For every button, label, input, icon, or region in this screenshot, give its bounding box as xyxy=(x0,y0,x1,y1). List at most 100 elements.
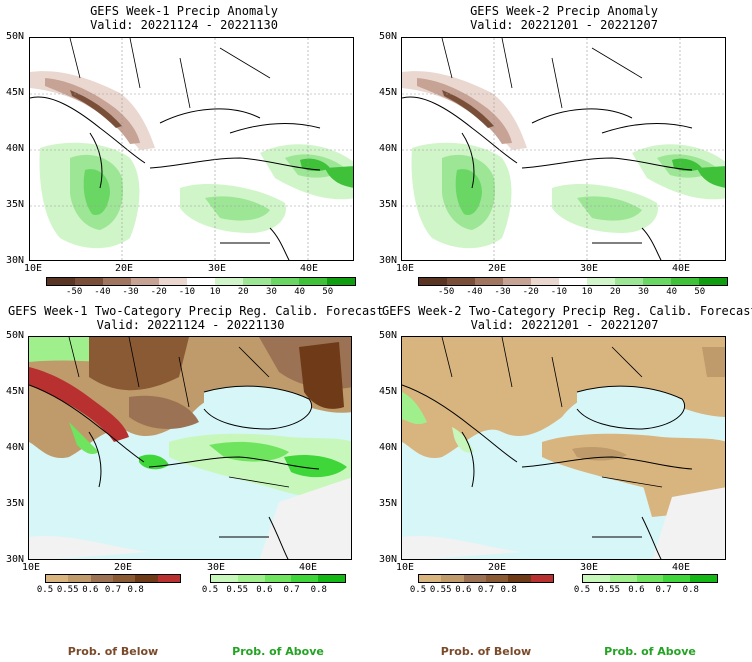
p3-lat-40: 40N xyxy=(6,442,25,453)
p3-lat-45: 45N xyxy=(6,386,25,397)
anomaly-colorbar-label: 30 xyxy=(638,287,649,297)
anomaly-colorbar-label: 40 xyxy=(666,287,678,297)
anomaly-swatch xyxy=(615,278,643,285)
below-swatch xyxy=(508,575,531,582)
above-colorbar-label: 0.6 xyxy=(628,585,645,595)
panel3-above-caption: Prob. of Above xyxy=(232,645,324,658)
panel2-anomaly-field xyxy=(402,38,725,260)
anomaly-swatch xyxy=(271,278,299,285)
anomaly-colorbar-label: -10 xyxy=(178,287,196,297)
above-colorbar-label: 0.6 xyxy=(256,585,273,595)
panel1-title: GEFS Week-1 Precip Anomaly Valid: 202211… xyxy=(16,4,352,32)
anomaly-colorbar-label: 10 xyxy=(209,287,221,297)
above-swatch xyxy=(264,575,292,582)
below-colorbar-label: 0.5 xyxy=(409,585,427,595)
below-colorbar-label: 0.55 xyxy=(56,585,79,595)
p3-lon-10: 10E xyxy=(22,562,41,573)
anomaly-swatch xyxy=(187,278,215,285)
anomaly-swatch xyxy=(419,278,447,285)
below-colorbar-label: 0.5 xyxy=(36,585,54,595)
anomaly-colorbar-label: -20 xyxy=(150,287,167,297)
below-colorbar-label: 0.8 xyxy=(500,585,517,595)
anomaly-swatch xyxy=(47,278,75,285)
p1-lon-40: 40E xyxy=(300,263,319,274)
p2-lat-45: 45N xyxy=(379,87,398,98)
anomaly-colorbar-label: 50 xyxy=(322,287,334,297)
below-swatch xyxy=(530,575,553,582)
p4-lat-45: 45N xyxy=(379,386,398,397)
p3-lat-35: 35N xyxy=(6,498,25,509)
p1-lat-50: 50N xyxy=(6,31,25,42)
anomaly-swatch xyxy=(503,278,531,285)
above-swatch xyxy=(237,575,265,582)
p2-lat-30: 30N xyxy=(379,255,398,266)
above-swatch xyxy=(690,575,717,582)
anomaly-swatch xyxy=(559,278,587,285)
above-colorbar-label: 0.8 xyxy=(682,585,699,595)
panel3-title: GEFS Week-1 Two-Category Precip Reg. Cal… xyxy=(8,304,384,332)
p1-lon-10: 10E xyxy=(24,263,43,274)
anomaly-colorbar-label: -50 xyxy=(66,287,83,297)
p4-lat-35: 35N xyxy=(379,498,398,509)
panel3-map xyxy=(28,336,352,560)
below-swatch xyxy=(112,575,136,582)
panel4-above-caption: Prob. of Above xyxy=(604,645,696,658)
panel4-map xyxy=(401,336,726,560)
below-colorbar-label: 0.6 xyxy=(82,585,99,595)
anomaly-colorbar-label: -40 xyxy=(466,287,483,297)
panel4-title-line1: GEFS Week-2 Two-Category Precip Reg. Cal… xyxy=(382,304,752,318)
p4-lat-30: 30N xyxy=(379,554,398,565)
p2-lon-20: 20E xyxy=(488,263,507,274)
anomaly-swatch xyxy=(475,278,503,285)
panel2-title-line2: Valid: 20221201 - 20221207 xyxy=(470,18,658,32)
above-swatch xyxy=(663,575,691,582)
p3-lat-50: 50N xyxy=(6,330,25,341)
anomaly-colorbar-label: 10 xyxy=(581,287,593,297)
anomaly-swatch xyxy=(327,278,355,285)
above-colorbar-label: 0.55 xyxy=(226,585,249,595)
anomaly-colorbar-label: 20 xyxy=(609,287,621,297)
above-colorbar-label: 0.7 xyxy=(283,585,300,595)
anomaly-colorbar-label: 20 xyxy=(237,287,249,297)
anomaly-swatch xyxy=(103,278,131,285)
panel1-map xyxy=(29,37,354,261)
anomaly-swatch xyxy=(215,278,243,285)
above-colorbar-label: 0.7 xyxy=(655,585,672,595)
p1-lat-30: 30N xyxy=(6,255,25,266)
panel4-below-colorbar xyxy=(418,574,554,583)
panel2-map xyxy=(401,37,726,261)
above-swatch xyxy=(291,575,319,582)
panel3-title-line1: GEFS Week-1 Two-Category Precip Reg. Cal… xyxy=(8,304,384,318)
below-colorbar-label: 0.6 xyxy=(455,585,472,595)
below-swatch xyxy=(419,575,442,582)
below-colorbar-label: 0.8 xyxy=(127,585,144,595)
below-swatch xyxy=(68,575,91,582)
anomaly-swatch xyxy=(131,278,159,285)
panel1-anomaly-colorbar xyxy=(46,277,356,286)
anomaly-colorbar-label: -30 xyxy=(494,287,511,297)
panel2-title-line1: GEFS Week-2 Precip Anomaly xyxy=(470,4,658,18)
below-swatch xyxy=(463,575,486,582)
anomaly-swatch xyxy=(699,278,727,285)
below-colorbar-label: 0.7 xyxy=(104,585,122,595)
panel3-below-colorbar xyxy=(45,574,181,583)
anomaly-colorbar-label: 50 xyxy=(694,287,706,297)
p3-lat-30: 30N xyxy=(6,554,25,565)
anomaly-colorbar-label: -50 xyxy=(438,287,455,297)
above-colorbar-label: 0.55 xyxy=(598,585,621,595)
panel4-title-line2: Valid: 20221201 - 20221207 xyxy=(470,318,659,332)
panel4-title: GEFS Week-2 Two-Category Precip Reg. Cal… xyxy=(382,304,752,332)
below-swatch xyxy=(90,575,113,582)
panel2-anomaly-colorbar xyxy=(418,277,728,286)
p4-lon-30: 30E xyxy=(580,562,599,573)
anomaly-swatch xyxy=(531,278,559,285)
below-swatch xyxy=(46,575,69,582)
anomaly-colorbar-label: -30 xyxy=(122,287,139,297)
p3-lon-40: 40E xyxy=(299,562,318,573)
below-swatch xyxy=(441,575,464,582)
p2-lon-40: 40E xyxy=(672,263,691,274)
anomaly-colorbar-label: 30 xyxy=(266,287,277,297)
p4-lon-20: 20E xyxy=(488,562,507,573)
anomaly-swatch xyxy=(671,278,699,285)
p2-lat-40: 40N xyxy=(379,143,398,154)
